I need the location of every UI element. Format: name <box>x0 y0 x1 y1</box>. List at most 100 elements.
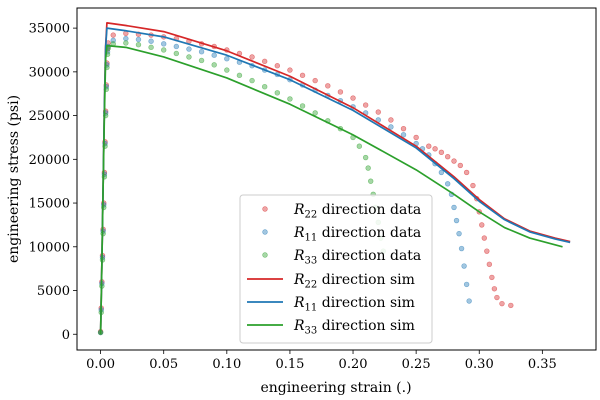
data-point <box>236 72 243 79</box>
data-point <box>438 149 445 156</box>
data-point <box>451 158 457 164</box>
data-point <box>388 124 394 130</box>
data-point <box>173 50 180 57</box>
data-point <box>211 52 217 58</box>
legend-label: R11 direction sim <box>293 295 415 314</box>
data-point <box>274 90 281 96</box>
data-point <box>161 41 167 47</box>
x-tick-label: 0.00 <box>86 357 115 372</box>
data-point <box>508 302 514 309</box>
data-point <box>438 169 445 176</box>
x-axis-ticks: 0.00 0.05 0.10 0.15 0.20 0.25 0.30 0.35 <box>86 350 557 372</box>
data-point <box>299 72 306 79</box>
legend-marker <box>262 206 268 212</box>
plot-frame <box>76 7 597 351</box>
data-point <box>161 47 167 53</box>
data-point <box>463 281 470 288</box>
legend-label-text: direction sim <box>317 272 415 288</box>
data-point <box>481 235 487 241</box>
legend-label-symbol: R <box>293 202 305 218</box>
data-point <box>261 58 268 65</box>
data-point <box>458 245 465 252</box>
legend-label-subscript: 33 <box>305 326 318 337</box>
legend-label-symbol: R <box>293 225 305 241</box>
data-point <box>494 294 500 301</box>
y-tick-label: 10000 <box>29 240 70 255</box>
data-point <box>148 38 154 44</box>
legend-label: R33 direction sim <box>293 318 415 337</box>
legend-label: R11 direction data <box>293 225 421 244</box>
x-tick-label: 0.15 <box>275 357 304 372</box>
data-point <box>368 178 374 184</box>
plot-area <box>97 22 571 336</box>
legend-label-text: direction data <box>317 248 421 264</box>
data-point <box>110 32 116 38</box>
data-point <box>198 57 205 64</box>
data-point <box>453 217 460 224</box>
data-point <box>135 42 142 48</box>
data-point <box>461 263 467 269</box>
legend-label: R22 direction data <box>293 202 421 221</box>
y-axis-ticks: 0 5000 10000 15000 20000 25000 30000 35000 <box>29 22 77 343</box>
axes <box>76 7 597 351</box>
y-tick-label: 15000 <box>29 197 70 212</box>
data-point <box>426 143 432 149</box>
data-point <box>362 154 369 161</box>
data-point <box>173 43 180 50</box>
data-point <box>486 261 493 267</box>
data-point <box>325 83 331 89</box>
x-tick-label: 0.05 <box>149 357 178 372</box>
data-point <box>456 230 462 237</box>
data-point <box>350 95 356 101</box>
data-point <box>249 77 255 84</box>
y-tick-label: 30000 <box>29 65 70 80</box>
data-point <box>287 96 293 102</box>
x-tick-label: 0.25 <box>402 357 431 372</box>
data-point <box>470 182 476 189</box>
data-point <box>249 54 255 60</box>
data-point <box>148 44 154 51</box>
data-point <box>362 102 369 108</box>
data-point <box>211 62 217 68</box>
data-point <box>123 35 129 42</box>
x-tick-label: 0.20 <box>339 357 368 372</box>
data-point <box>287 67 293 73</box>
y-tick-label: 0 <box>62 328 70 343</box>
data-point <box>451 204 457 211</box>
legend-label: R33 direction data <box>293 248 421 267</box>
legend-marker <box>262 229 268 235</box>
data-point <box>463 169 470 176</box>
x-tick-label: 0.10 <box>212 357 241 372</box>
data-point <box>444 181 451 187</box>
legend-label-symbol: R <box>293 272 305 288</box>
legend-label-text: direction data <box>317 225 421 241</box>
legend-label-symbol: R <box>293 295 305 311</box>
data-point <box>123 40 129 46</box>
legend-label-text: direction sim <box>317 318 415 334</box>
data-point <box>186 46 192 52</box>
y-axis-label: engineering stress (psi) <box>6 95 22 263</box>
data-point <box>224 67 230 73</box>
legend-marker <box>262 252 268 258</box>
data-point <box>299 103 306 109</box>
data-point <box>499 300 505 307</box>
y-tick-label: 5000 <box>37 284 70 299</box>
data-point <box>413 134 419 141</box>
legend-label-subscript: 33 <box>305 256 318 267</box>
data-point <box>400 132 407 138</box>
data-point <box>444 153 451 160</box>
data-point <box>432 146 438 152</box>
data-point <box>312 110 318 116</box>
data-point <box>356 143 363 149</box>
x-tick-label: 0.30 <box>465 357 494 372</box>
data-point <box>484 248 490 254</box>
data-point <box>375 109 381 115</box>
data-point <box>491 286 498 292</box>
x-axis-label: engineering strain (.) <box>260 380 411 396</box>
legend-label-text: direction sim <box>317 295 415 311</box>
series-33-scatter <box>97 40 387 336</box>
data-point <box>337 89 344 95</box>
legend-label-subscript: 22 <box>305 280 318 291</box>
